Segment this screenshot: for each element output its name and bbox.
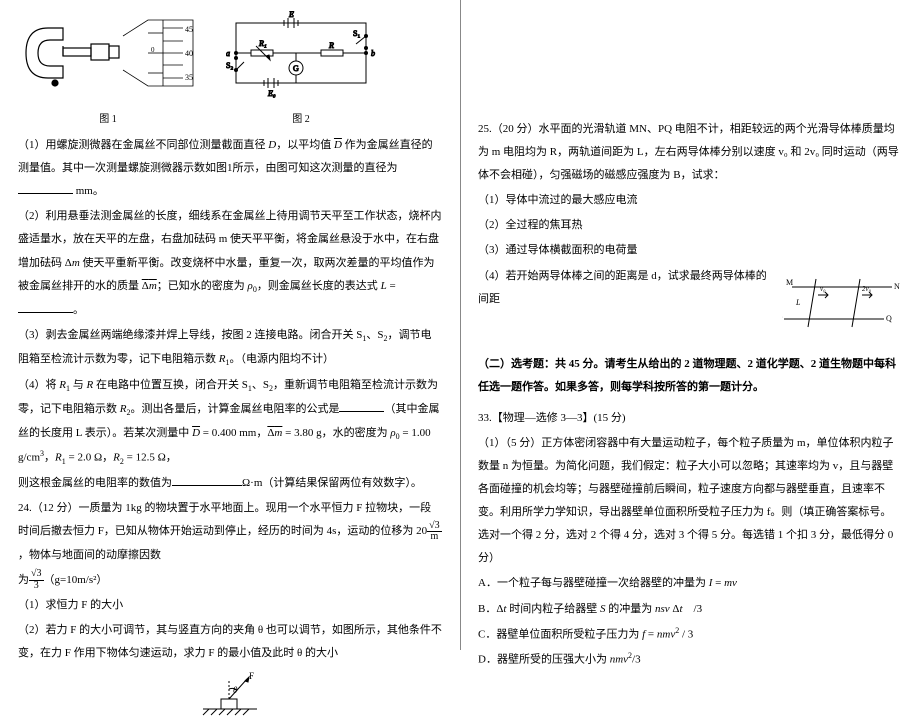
option-a: A．一个粒子每与器壁碰撞一次给器壁的冲量为 I = mv — [478, 572, 902, 595]
q25-1: （1）导体中流过的最大感应电流 — [478, 189, 902, 212]
frac-den: 3 — [29, 581, 44, 592]
option-c: C．器壁单位面积所受粒子压力为 f = nmv2 / 3 — [478, 623, 902, 647]
svg-text:2v₀: 2v₀ — [862, 285, 872, 293]
svg-text:a: a — [226, 49, 230, 58]
frac-num: √3 — [29, 569, 44, 581]
top-spacer — [478, 8, 902, 118]
q24-mu: 为√33（g=10m/s²） — [18, 569, 442, 592]
figure-2: E S₁ R₁ R G b — [226, 8, 376, 130]
rails-svg: M N P Q v₀ 2v₀ L — [782, 265, 902, 345]
svg-text:R: R — [328, 41, 334, 50]
svg-text:P: P — [782, 314, 783, 323]
q24-head: 24.（12 分）一质量为 1kg 的物块置于水平地面上。现用一个水平恒力 F … — [18, 497, 442, 566]
figure-1: 45 40 35 0 图 1 — [18, 8, 198, 130]
svg-text:40: 40 — [185, 49, 193, 58]
blank-length — [18, 302, 73, 313]
svg-text:N: N — [894, 282, 900, 291]
svg-text:R₁: R₁ — [258, 39, 267, 48]
fig1-label: 图 1 — [18, 109, 198, 130]
blank-value — [172, 475, 242, 486]
svg-text:F: F — [249, 671, 254, 681]
q23-part2: （2）利用悬垂法测金属丝的长度，细线系在金属丝上待用调节天平至工作状态，烧杯内盛… — [18, 205, 442, 321]
svg-text:45: 45 — [185, 25, 193, 34]
svg-text:0: 0 — [151, 46, 155, 54]
svg-text:θ: θ — [233, 685, 238, 695]
svg-text:35: 35 — [185, 73, 193, 82]
circuit-svg: E S₁ R₁ R G b — [226, 8, 376, 98]
svg-text:E₀: E₀ — [267, 89, 276, 98]
q33-body: （1）（5 分）正方体密闭容器中有大量运动粒子，每个粒子质量为 m，单位体积内粒… — [478, 432, 902, 571]
svg-text:v₀: v₀ — [820, 285, 826, 293]
svg-text:S₁: S₁ — [353, 29, 360, 38]
svg-text:E: E — [288, 10, 294, 19]
option-b: B．Δt 时间内粒子给器壁 S 的冲量为 nsv Δt /3 — [478, 598, 902, 621]
q24-2: （2）若力 F 的大小可调节，其与竖直方向的夹角 θ 也可以调节，如图所示，其他… — [18, 619, 442, 665]
incline-force-svg: F θ — [195, 669, 265, 719]
q24-g: （g=10m/s²） — [44, 574, 108, 586]
section2-head: （二）选考题：共 45 分。请考生从给出的 2 道物理题、2 道化学题、2 道生… — [478, 353, 902, 399]
svg-text:L: L — [795, 298, 801, 307]
svg-text:S₂: S₂ — [226, 61, 233, 70]
svg-text:G: G — [293, 64, 299, 73]
svg-text:Q: Q — [886, 314, 892, 323]
blank-diameter — [18, 183, 73, 194]
q33-head: 33.【物理—选修 3—3】(15 分) — [478, 407, 902, 430]
q24-1: （1）求恒力 F 的大小 — [18, 594, 442, 617]
option-d: D．器壁所受的压强大小为 nmv2/3 — [478, 648, 902, 672]
micrometer-svg: 45 40 35 0 — [18, 8, 198, 98]
figure-row: 45 40 35 0 图 1 E S₁ — [18, 8, 442, 130]
q25-2: （2）全过程的焦耳热 — [478, 214, 902, 237]
q23-part4a: （4）将 R1 与 R 在电路中位置互换，闭合开关 S1、S2，重新调节电阻箱至… — [18, 374, 442, 471]
q25-3: （3）通过导体横截面积的电荷量 — [478, 239, 902, 262]
q25-head: 25.（20 分）水平面的光滑轨道 MN、PQ 电阻不计，相距较远的两个光滑导体… — [478, 118, 902, 187]
svg-text:M: M — [786, 278, 793, 287]
fig2-label: 图 2 — [226, 109, 376, 130]
section2-text: （二）选考题：共 45 分。请考生从给出的 2 道物理题、2 道化学题、2 道生… — [478, 358, 896, 393]
q23-part1: （1）用螺旋测微器在金属丝不同部位测量截面直径 D，以平均值 D 作为金属丝直径… — [18, 134, 442, 203]
q23-part3: （3）剥去金属丝两端绝缘漆并焊上导线，按图 2 连接电路。闭合开关 S1、S2，… — [18, 324, 442, 372]
left-column: 45 40 35 0 图 1 E S₁ — [0, 0, 460, 650]
blank-formula — [339, 401, 384, 412]
right-column: 25.（20 分）水平面的光滑轨道 MN、PQ 电阻不计，相距较远的两个光滑导体… — [460, 0, 920, 650]
svg-text:b: b — [371, 49, 375, 58]
q23-part4b: 则这根金属丝的电阻率的数值为Ω·m（计算结果保留两位有效数字）。 — [18, 472, 442, 495]
